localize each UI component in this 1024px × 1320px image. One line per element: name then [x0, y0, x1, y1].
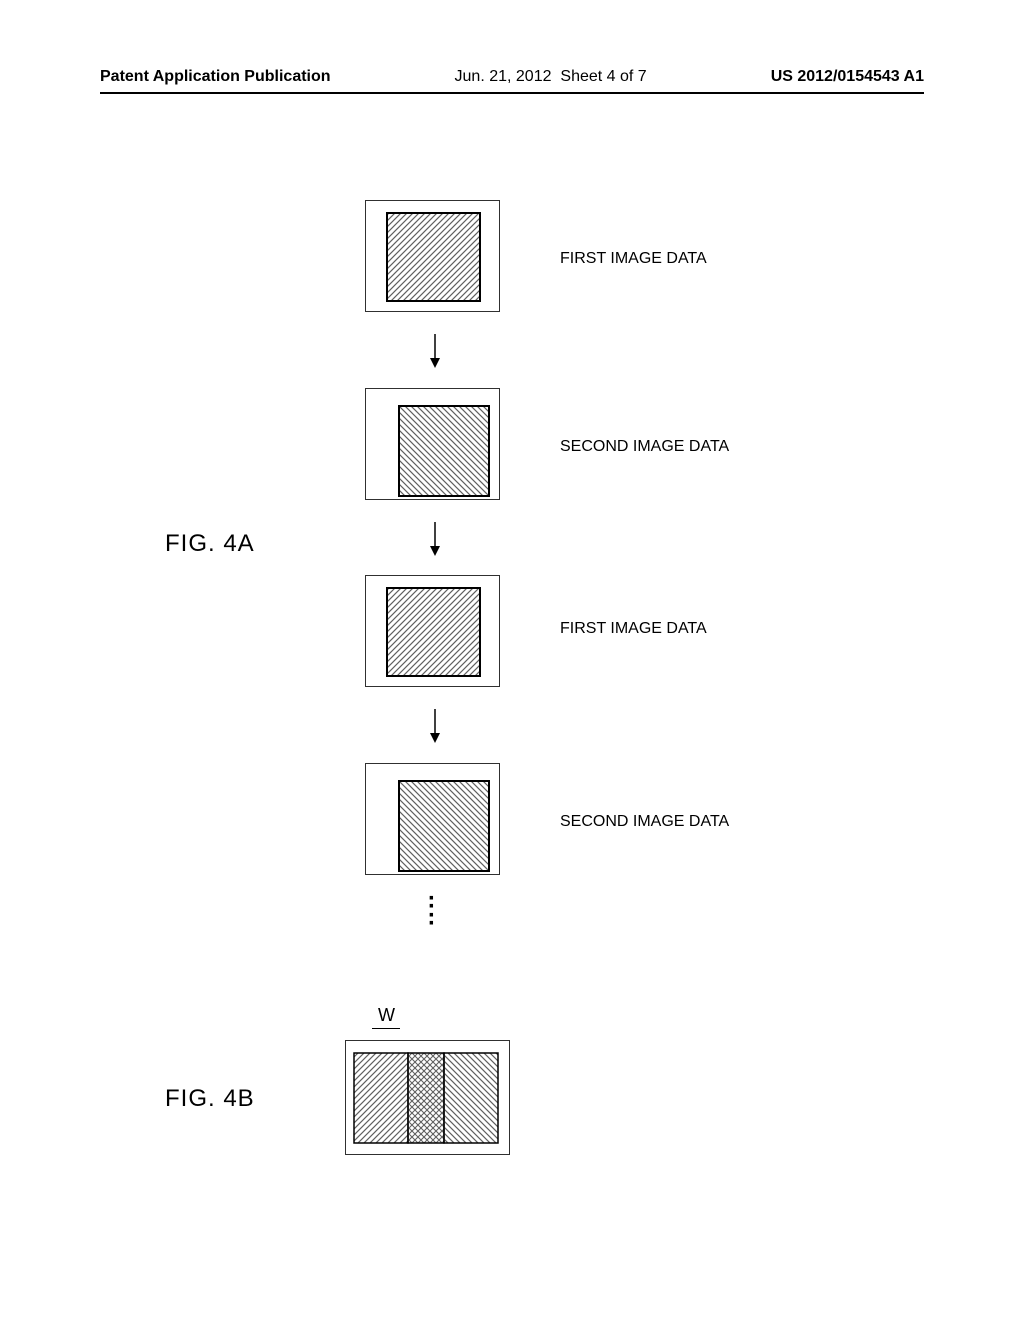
arrow-down-icon [425, 332, 445, 373]
page-header: Patent Application Publication Jun. 21, … [100, 68, 924, 94]
arrow-down-icon [425, 520, 445, 561]
header-publication: Patent Application Publication [100, 68, 331, 86]
frame-a-1 [365, 200, 500, 312]
frame-a-4 [365, 763, 500, 875]
vertical-ellipsis-icon: ···· [428, 895, 436, 929]
header-doc-number: US 2012/0154543 A1 [771, 68, 924, 86]
header-date: Jun. 21, 2012 [455, 68, 552, 85]
header-sheet: Sheet 4 of 7 [560, 68, 646, 85]
combined-hatch-icon [346, 1041, 507, 1152]
hatch-forward-icon [386, 212, 481, 302]
figure-label-4a: FIG. 4A [165, 530, 255, 558]
frame-a-2 [365, 388, 500, 500]
hatch-backward-icon [398, 405, 490, 497]
arrow-down-icon [425, 707, 445, 748]
hatch-forward-icon [386, 587, 481, 677]
caption-first-image-1: FIRST IMAGE DATA [560, 250, 707, 268]
caption-second-image-1: SECOND IMAGE DATA [560, 438, 729, 456]
hatch-backward-icon [398, 780, 490, 872]
frame-a-3 [365, 575, 500, 687]
caption-second-image-2: SECOND IMAGE DATA [560, 813, 729, 831]
width-label: W [378, 1005, 395, 1026]
w-underline [372, 1028, 400, 1029]
header-date-sheet: Jun. 21, 2012 Sheet 4 of 7 [455, 68, 647, 86]
caption-first-image-2: FIRST IMAGE DATA [560, 620, 707, 638]
figure-label-4b: FIG. 4B [165, 1085, 255, 1113]
frame-b [345, 1040, 510, 1155]
